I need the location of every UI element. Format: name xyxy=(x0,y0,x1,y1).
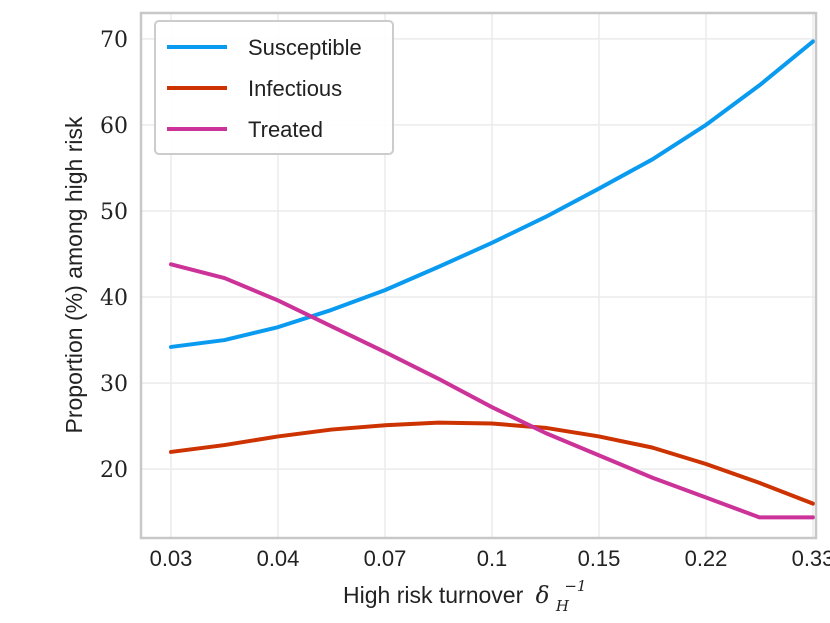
y-tick-label: 30 xyxy=(100,372,128,397)
legend-box xyxy=(154,20,394,155)
x-axis-label-text: High risk turnover xyxy=(343,582,524,608)
x-tick-label: 0.15 xyxy=(578,546,621,571)
x-tick-label: 0.03 xyxy=(150,546,193,571)
series-line-treated xyxy=(169,262,815,520)
x-tick-labels: 0.03 0.04 0.07 0.1 0.15 0.22 0.33 xyxy=(150,546,830,571)
x-axis-label: High risk turnover δ H −1 xyxy=(343,577,586,616)
y-tick-label: 20 xyxy=(100,458,128,483)
x-tick-label: 0.33 xyxy=(792,546,830,571)
legend-label-infectious: Infectious xyxy=(248,76,342,101)
x-tick-label: 0.04 xyxy=(257,546,300,571)
y-tick-label: 60 xyxy=(100,114,128,139)
x-axis-label-superscript: −1 xyxy=(564,577,586,595)
y-tick-label: 70 xyxy=(100,28,128,53)
legend-label-treated: Treated xyxy=(248,117,323,142)
y-axis-label: Proportion (%) among high risk xyxy=(61,116,87,434)
plot-frame xyxy=(139,11,818,540)
legend-label-susceptible: Susceptible xyxy=(248,35,362,60)
y-tick-label: 40 xyxy=(100,286,128,311)
x-tick-label: 0.22 xyxy=(685,546,728,571)
series-lines xyxy=(169,39,815,520)
x-axis-label-subscript: H xyxy=(555,597,570,615)
x-tick-label: 0.1 xyxy=(477,546,508,571)
x-tick-label: 0.07 xyxy=(364,546,407,571)
series-line-infectious xyxy=(169,420,815,506)
x-axis-label-symbol: δ xyxy=(536,583,550,609)
y-tick-label: 50 xyxy=(100,200,128,225)
legend: Susceptible Infectious Treated xyxy=(154,20,394,155)
series-line-susceptible xyxy=(169,39,815,349)
y-tick-labels: 20 30 40 50 60 70 xyxy=(100,28,128,483)
